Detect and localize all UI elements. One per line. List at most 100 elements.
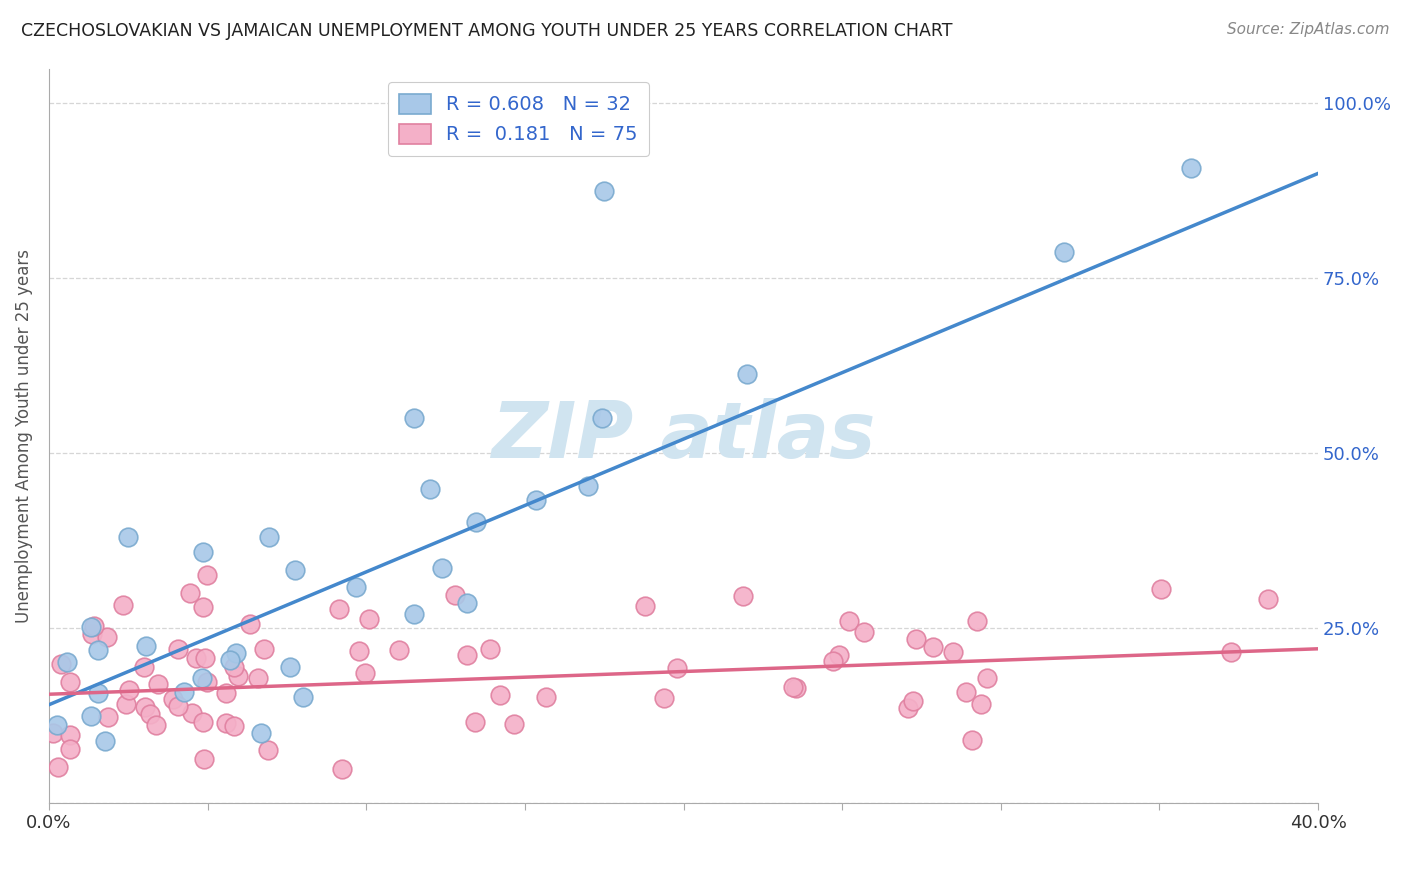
Point bbox=[344, 581, 367, 595]
Point bbox=[96, 630, 118, 644]
Point bbox=[115, 698, 138, 712]
Point bbox=[249, 725, 271, 739]
Y-axis label: Unemployment Among Youth under 25 years: Unemployment Among Youth under 25 years bbox=[15, 249, 32, 623]
Point bbox=[218, 653, 240, 667]
Point bbox=[976, 671, 998, 685]
Point bbox=[246, 671, 269, 685]
Point bbox=[328, 602, 350, 616]
Point bbox=[225, 646, 247, 660]
Point bbox=[354, 666, 377, 681]
Point bbox=[593, 184, 616, 198]
Point bbox=[782, 680, 804, 694]
Point bbox=[388, 642, 411, 657]
Point bbox=[465, 515, 488, 529]
Legend: R = 0.608   N = 32, R =  0.181   N = 75: R = 0.608 N = 32, R = 0.181 N = 75 bbox=[388, 82, 650, 156]
Point bbox=[259, 530, 281, 544]
Point bbox=[966, 614, 988, 628]
Point bbox=[162, 691, 184, 706]
Point bbox=[489, 689, 512, 703]
Point bbox=[132, 659, 155, 673]
Point bbox=[903, 693, 925, 707]
Point bbox=[838, 614, 860, 628]
Point bbox=[87, 686, 110, 700]
Point bbox=[173, 684, 195, 698]
Point bbox=[634, 599, 657, 613]
Point bbox=[191, 715, 214, 730]
Point bbox=[135, 639, 157, 653]
Point bbox=[904, 632, 927, 647]
Point bbox=[591, 411, 613, 425]
Point bbox=[191, 671, 214, 685]
Point bbox=[1219, 645, 1241, 659]
Point bbox=[955, 685, 977, 699]
Point bbox=[59, 741, 82, 756]
Point bbox=[195, 675, 218, 690]
Point bbox=[134, 699, 156, 714]
Point bbox=[432, 561, 454, 575]
Point bbox=[291, 690, 314, 704]
Point bbox=[179, 586, 201, 600]
Point bbox=[962, 732, 984, 747]
Point bbox=[111, 598, 134, 612]
Point bbox=[139, 706, 162, 721]
Point bbox=[59, 728, 82, 742]
Text: Source: ZipAtlas.com: Source: ZipAtlas.com bbox=[1226, 22, 1389, 37]
Point bbox=[194, 651, 217, 665]
Point bbox=[145, 718, 167, 732]
Point bbox=[733, 589, 755, 603]
Point bbox=[330, 762, 353, 776]
Point bbox=[80, 709, 103, 723]
Point bbox=[922, 640, 945, 654]
Point bbox=[87, 643, 110, 657]
Point bbox=[193, 752, 215, 766]
Point bbox=[193, 599, 215, 614]
Point bbox=[46, 760, 69, 774]
Point bbox=[1257, 591, 1279, 606]
Point bbox=[59, 674, 82, 689]
Point bbox=[942, 645, 965, 659]
Point bbox=[524, 492, 547, 507]
Point bbox=[167, 641, 190, 656]
Point bbox=[1150, 582, 1173, 596]
Point bbox=[118, 683, 141, 698]
Point bbox=[464, 714, 486, 729]
Point bbox=[444, 589, 467, 603]
Point bbox=[402, 411, 425, 425]
Point bbox=[419, 482, 441, 496]
Point bbox=[239, 617, 262, 632]
Point bbox=[80, 620, 103, 634]
Point bbox=[226, 669, 249, 683]
Point bbox=[94, 734, 117, 748]
Point bbox=[576, 479, 599, 493]
Point bbox=[215, 716, 238, 731]
Point bbox=[257, 743, 280, 757]
Point bbox=[97, 709, 120, 723]
Point bbox=[224, 719, 246, 733]
Point bbox=[42, 726, 65, 740]
Point bbox=[186, 651, 208, 665]
Point bbox=[1180, 161, 1202, 175]
Point bbox=[897, 700, 920, 714]
Point bbox=[191, 545, 214, 559]
Point bbox=[852, 625, 875, 640]
Point bbox=[167, 699, 190, 714]
Point bbox=[55, 656, 77, 670]
Point bbox=[253, 641, 276, 656]
Point bbox=[821, 654, 844, 668]
Point bbox=[280, 660, 302, 674]
Point bbox=[80, 627, 103, 641]
Point bbox=[1053, 245, 1076, 260]
Text: CZECHOSLOVAKIAN VS JAMAICAN UNEMPLOYMENT AMONG YOUTH UNDER 25 YEARS CORRELATION : CZECHOSLOVAKIAN VS JAMAICAN UNEMPLOYMENT… bbox=[21, 22, 953, 40]
Point bbox=[46, 718, 69, 732]
Point bbox=[284, 563, 307, 577]
Point bbox=[181, 706, 204, 721]
Point bbox=[970, 697, 993, 711]
Point bbox=[478, 642, 501, 657]
Point bbox=[456, 596, 478, 610]
Point bbox=[402, 607, 425, 622]
Point bbox=[49, 657, 72, 671]
Point bbox=[83, 619, 105, 633]
Point bbox=[146, 677, 169, 691]
Point bbox=[735, 367, 758, 381]
Point bbox=[215, 686, 238, 700]
